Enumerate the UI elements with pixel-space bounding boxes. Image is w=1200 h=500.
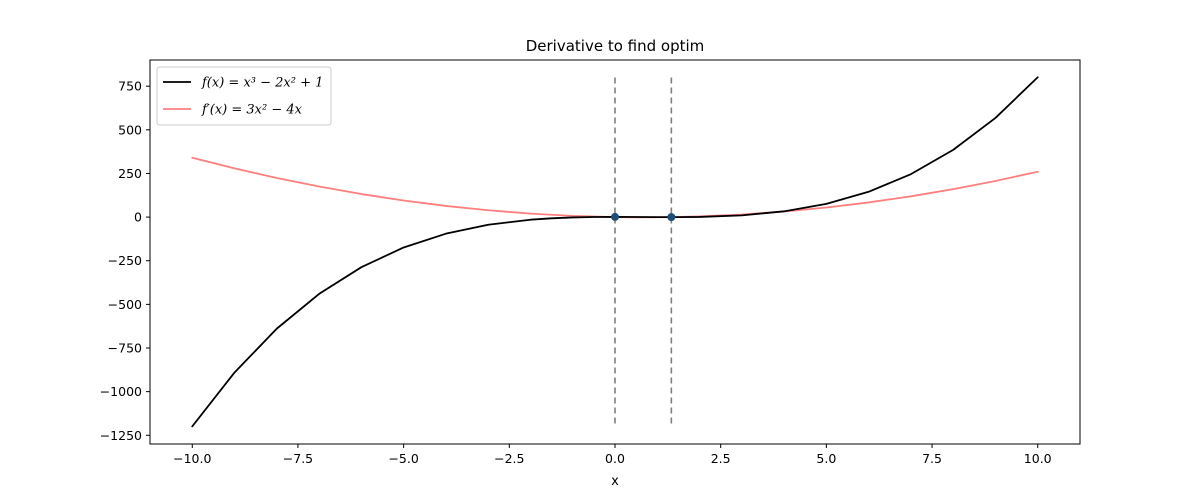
critical-point-marker	[611, 212, 619, 221]
y-tick-label: −250	[108, 253, 142, 268]
y-tick-label: −750	[108, 341, 142, 356]
y-tick-label: 500	[118, 122, 142, 137]
series-lines	[191, 76, 1039, 428]
x-tick-label: 5.0	[816, 451, 836, 466]
x-tick-label: 0.0	[605, 451, 625, 466]
legend-box	[156, 66, 332, 126]
critical-point-lines	[614, 77, 673, 427]
x-tick-label: −10.0	[173, 451, 211, 466]
x-tick-label: 2.5	[711, 451, 731, 466]
y-axis-ticks: −1250 −1000 −750 −500 −250 0 250 500 750	[100, 79, 150, 443]
y-tick-label: −1250	[100, 428, 142, 443]
legend-label-f: f(x) = x³ − 2x² + 1	[201, 76, 323, 91]
x-tick-label: 10.0	[1024, 451, 1052, 466]
x-axis-ticks: −10.0 −7.5 −5.0 −2.5 0.0 2.5 5.0 7.5 10.0	[173, 444, 1052, 466]
y-tick-label: −500	[108, 297, 142, 312]
legend-label-fprime: f′(x) = 3x² − 4x	[201, 103, 303, 118]
x-tick-label: 7.5	[922, 451, 942, 466]
x-tick-label: −2.5	[494, 451, 524, 466]
y-tick-label: 750	[118, 79, 142, 94]
x-tick-label: −5.0	[388, 451, 418, 466]
series-line-f	[191, 76, 1039, 428]
x-tick-label: −7.5	[283, 451, 313, 466]
y-tick-label: −1000	[100, 384, 142, 399]
chart-title: Derivative to find optim	[526, 37, 705, 55]
critical-point-marker	[667, 213, 676, 222]
x-axis-label: x	[611, 474, 619, 489]
y-tick-label: 250	[118, 166, 142, 181]
legend: f(x) = x³ − 2x² + 1 f′(x) = 3x² − 4x	[156, 66, 332, 126]
critical-points	[611, 212, 676, 222]
y-tick-label: 0	[134, 210, 142, 225]
